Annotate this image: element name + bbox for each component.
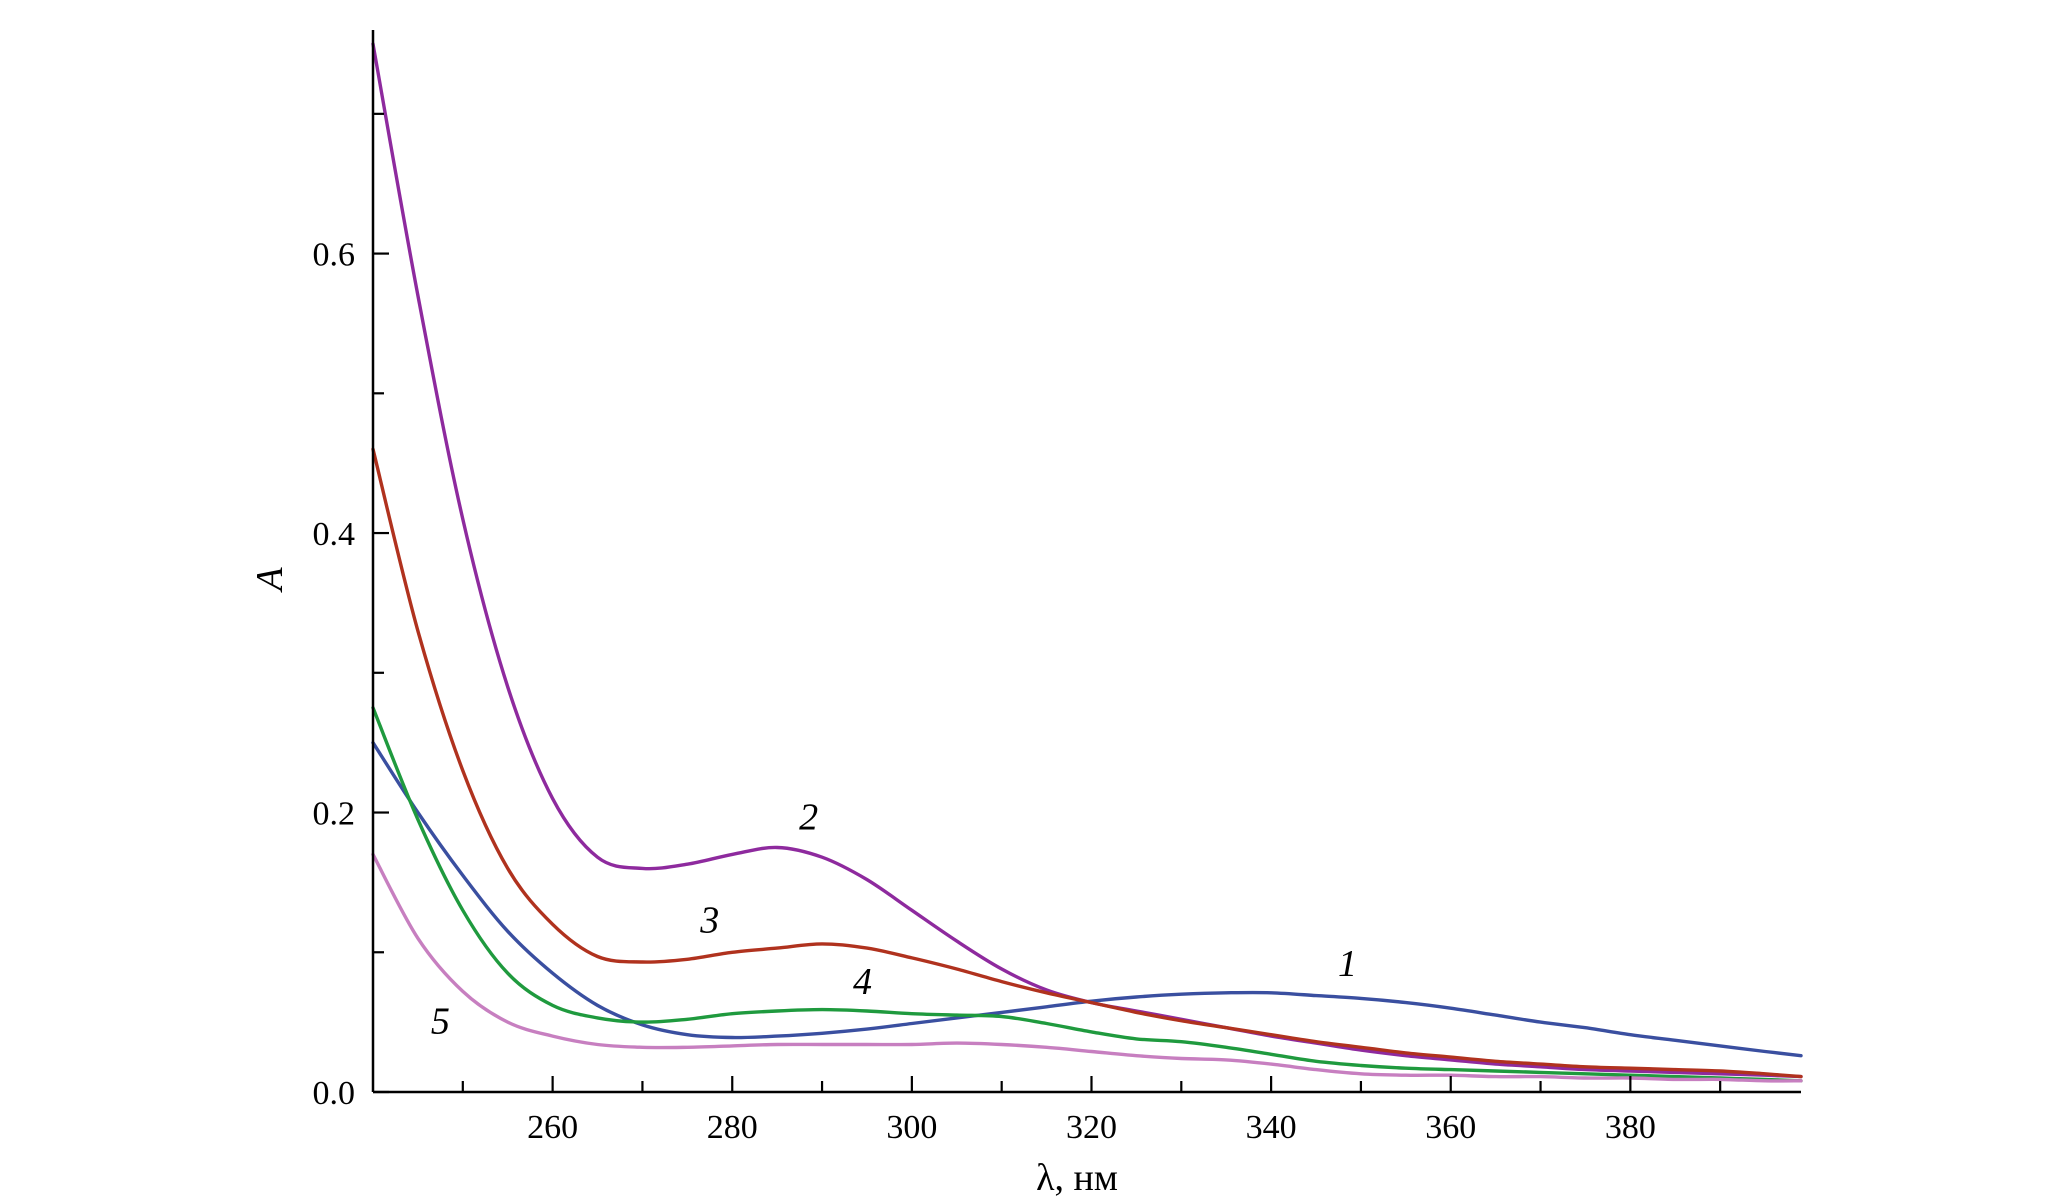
series-line-5 (371, 852, 1803, 1083)
axes-layer (371, 30, 1801, 1094)
y-tick-label: 0.4 (313, 516, 356, 553)
curve-labels-layer: 1 2 3 4 5 (431, 796, 1357, 1042)
ticks-layer: 260 280 300 320 340 360 380 0.0 0.2 0.4 0.6 (313, 112, 1722, 1146)
series-line-3 (371, 447, 1803, 1079)
curve-label-1: 1 (1338, 943, 1357, 985)
series-line-2 (371, 42, 1803, 1079)
series-layer (371, 42, 1803, 1083)
curve-label-4: 4 (853, 961, 872, 1003)
curve-label-3: 3 (699, 900, 719, 942)
x-tick-label: 300 (886, 1109, 937, 1146)
y-tick-label: 0.6 (313, 237, 356, 274)
x-tick-label: 280 (707, 1109, 758, 1146)
y-tick-label: 0.0 (313, 1075, 356, 1112)
y-tick-label: 0.2 (313, 796, 356, 833)
series-line-1 (371, 741, 1803, 1058)
x-tick-label: 340 (1246, 1109, 1297, 1146)
x-axis-title: λ, нм (1036, 1157, 1118, 1199)
x-tick-label: 260 (527, 1109, 578, 1146)
curve-label-2: 2 (799, 796, 818, 838)
x-tick-label: 360 (1425, 1109, 1476, 1146)
curve-label-5: 5 (431, 1000, 450, 1042)
x-tick-label: 380 (1605, 1109, 1656, 1146)
x-tick-label: 320 (1066, 1109, 1117, 1146)
y-axis-title: A (249, 567, 291, 594)
series-line-4 (371, 706, 1803, 1083)
